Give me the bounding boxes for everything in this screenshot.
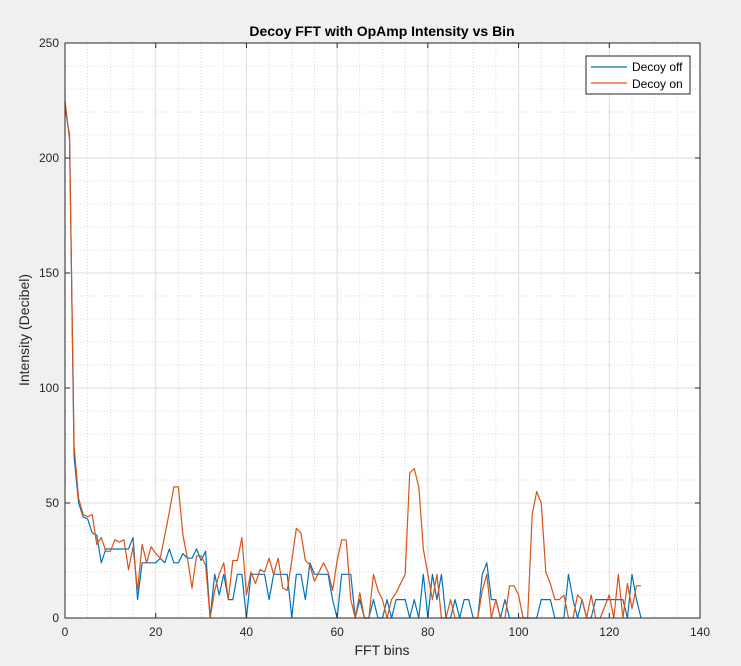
x-tick-label: 0 <box>62 625 69 639</box>
plot-area <box>65 43 700 618</box>
axis-ticks <box>64 42 701 619</box>
series-line-decoy-off <box>64 107 642 619</box>
x-tick-label: 100 <box>509 625 529 639</box>
x-tick-label: 20 <box>149 625 163 639</box>
x-tick-label: 120 <box>599 625 619 639</box>
x-tick-label: 80 <box>421 625 435 639</box>
x-tick-labels: 0 20 40 60 80 100 120 140 <box>62 625 711 639</box>
y-tick-label: 250 <box>39 36 59 50</box>
y-tick-label: 0 <box>52 611 59 625</box>
minor-grid <box>65 43 700 618</box>
y-tick-label: 50 <box>46 496 60 510</box>
legend-label-decoy-on: Decoy on <box>632 77 683 91</box>
legend-label-decoy-off: Decoy off <box>632 60 683 74</box>
y-tick-label: 200 <box>39 151 59 165</box>
legend-box <box>585 55 691 95</box>
x-tick-label: 140 <box>690 625 710 639</box>
plot-frame <box>64 42 701 619</box>
series-line-decoy-on <box>64 100 642 619</box>
x-axis-label: FFT bins <box>355 642 410 658</box>
x-tick-label: 40 <box>240 625 254 639</box>
y-axis-label: Intensity (Decibel) <box>16 274 32 386</box>
legend: Decoy off Decoy on <box>585 55 691 95</box>
y-tick-labels: 0 50 100 150 200 250 <box>39 36 59 625</box>
x-tick-label: 60 <box>330 625 344 639</box>
y-tick-label: 100 <box>39 381 59 395</box>
y-tick-label: 150 <box>39 266 59 280</box>
series-layer <box>64 100 642 619</box>
chart-title: Decoy FFT with OpAmp Intensity vs Bin <box>249 23 514 39</box>
